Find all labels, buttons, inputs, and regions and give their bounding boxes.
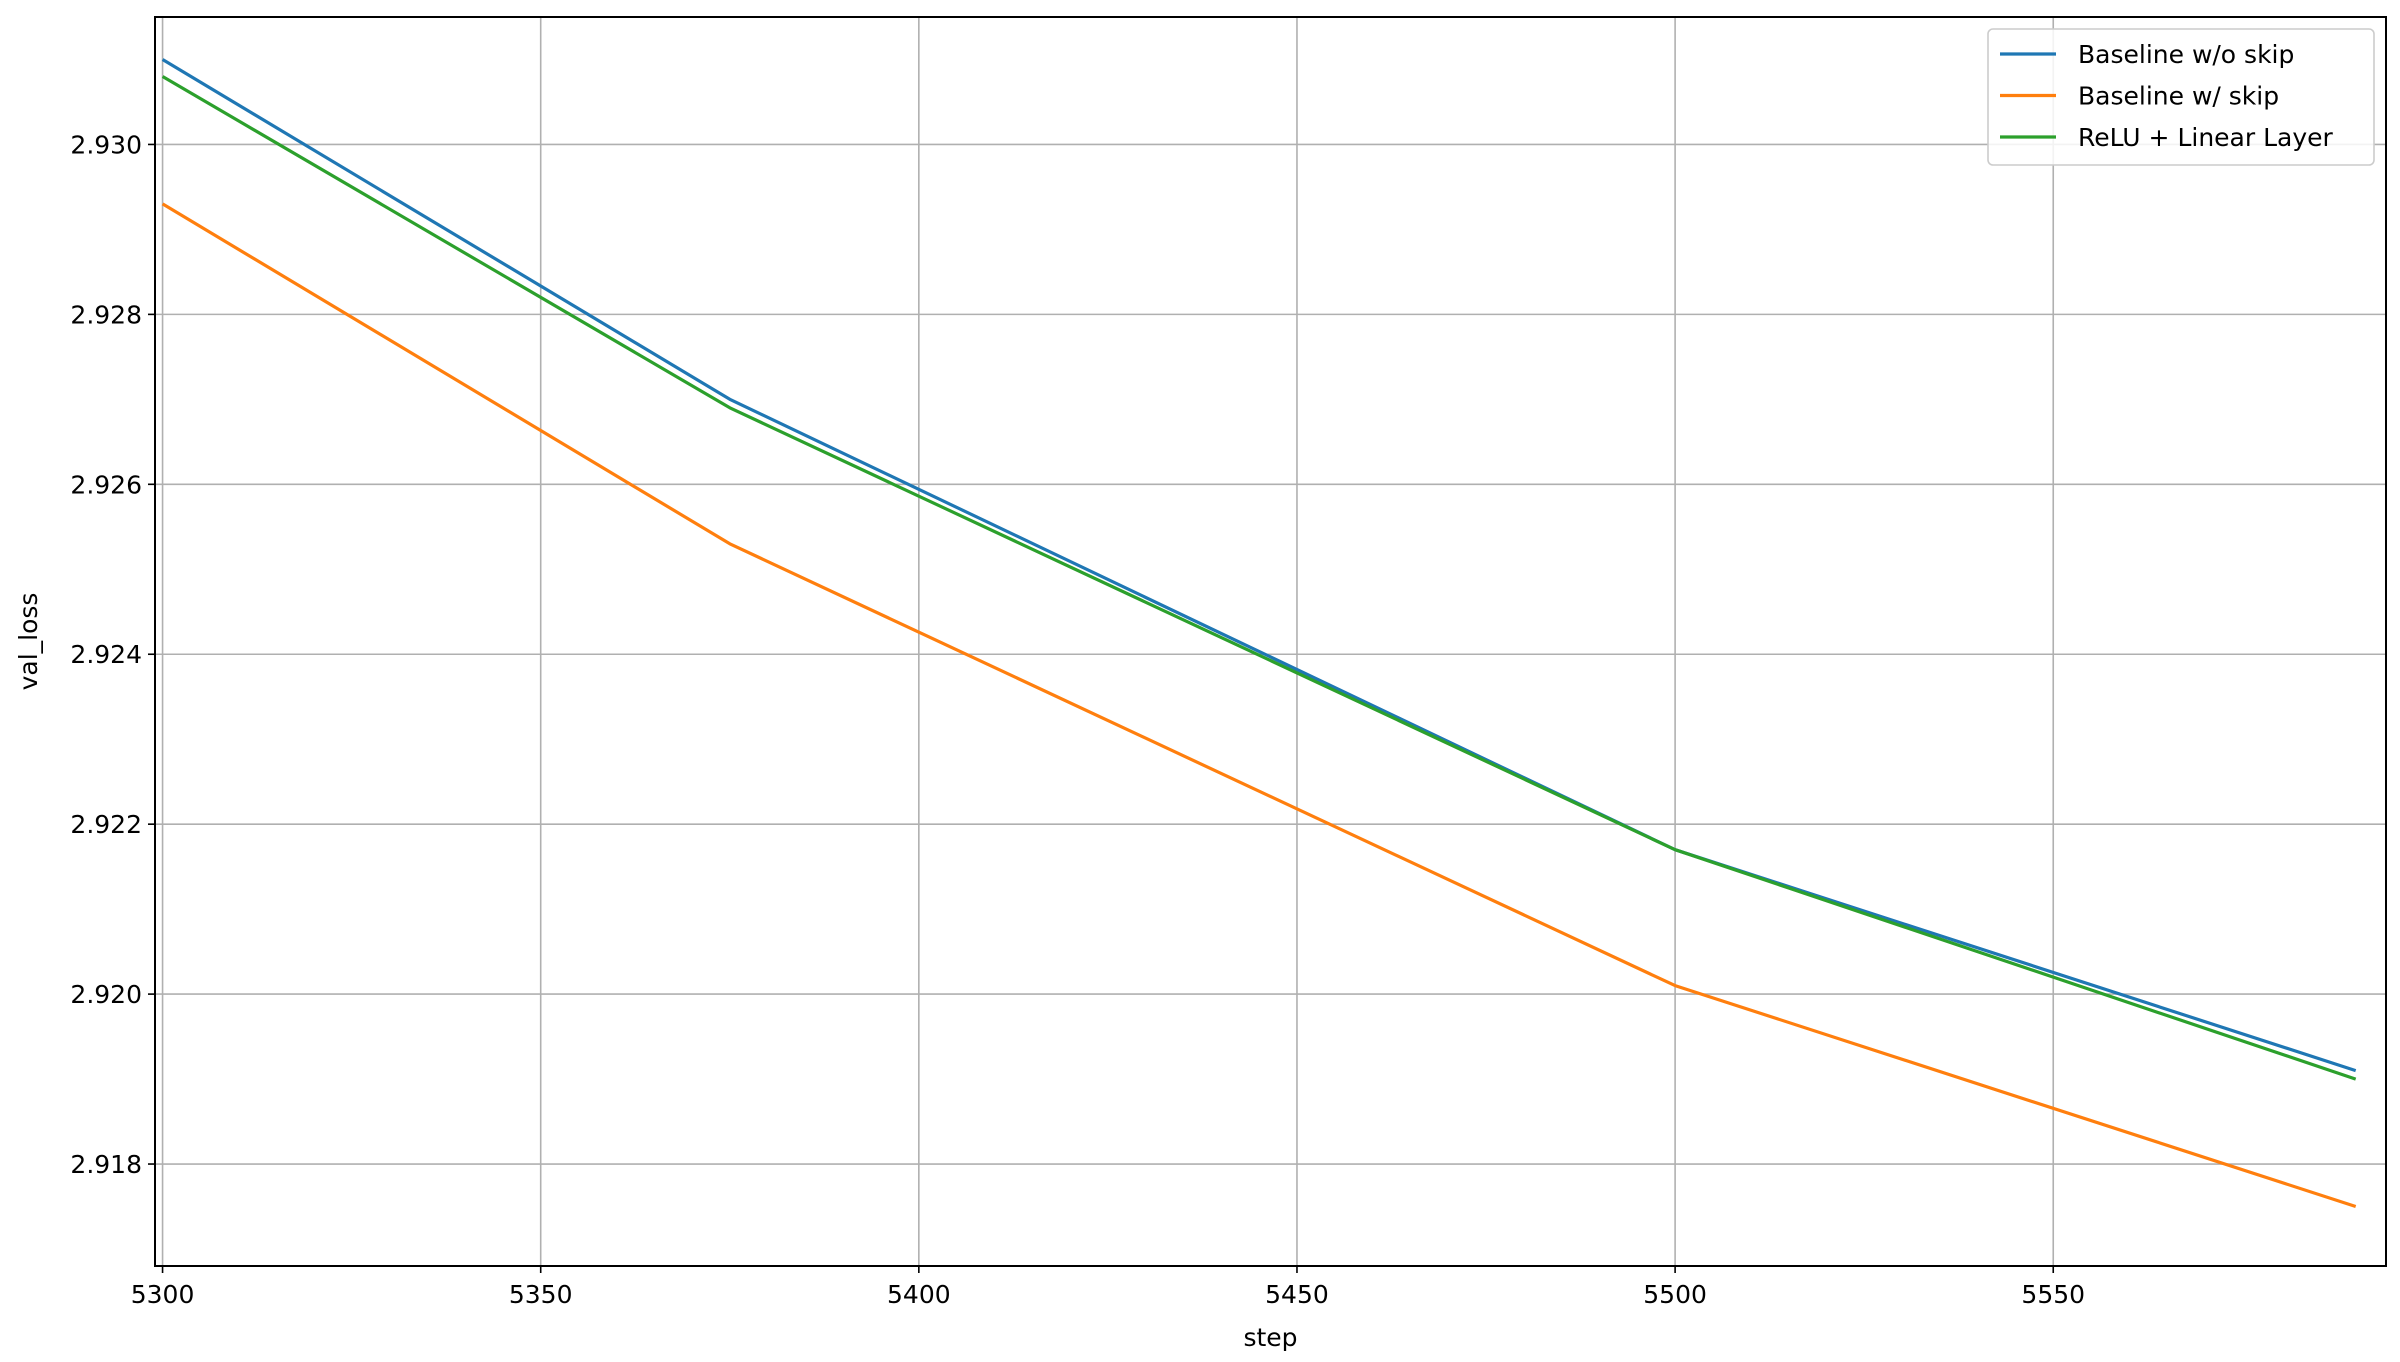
series-line-3: [161, 75, 2357, 1081]
x-tick-label: 5450: [1265, 1280, 1329, 1309]
y-tick-label: 2.926: [70, 470, 142, 499]
plot-frame: [154, 16, 2387, 1267]
x-axis-ticks: 5300 5350 5400 5450 5500 5550: [131, 1266, 2085, 1309]
y-tick-label: 2.930: [70, 130, 142, 159]
y-axis-ticks: 2.918 2.920 2.922 2.924 2.926 2.928 2.930: [70, 130, 155, 1179]
legend-label: ReLU + Linear Layer: [2078, 123, 2334, 152]
legend: Baseline w/o skip Baseline w/ skip ReLU + …: [1987, 28, 2375, 166]
x-tick-label: 5300: [131, 1280, 195, 1309]
y-tick-label: 2.924: [70, 640, 142, 669]
legend-box: [1987, 28, 2375, 166]
x-tick-label: 5500: [1643, 1280, 1707, 1309]
x-tick-label: 5550: [2021, 1280, 2085, 1309]
x-axis-label: step: [1243, 1323, 1297, 1352]
x-tick-label: 5400: [887, 1280, 951, 1309]
x-tick-label: 5350: [509, 1280, 573, 1309]
series-line-2: [161, 202, 2357, 1209]
y-tick-label: 2.928: [70, 300, 142, 329]
series-layer: [161, 58, 2357, 1209]
legend-label: Baseline w/ skip: [2078, 82, 2279, 111]
series-line-1: [161, 58, 2357, 1073]
y-axis-label: val_loss: [14, 593, 43, 691]
legend-label: Baseline w/o skip: [2078, 40, 2294, 69]
y-tick-label: 2.922: [70, 810, 142, 839]
y-tick-label: 2.918: [70, 1150, 142, 1179]
y-tick-label: 2.920: [70, 980, 142, 1009]
